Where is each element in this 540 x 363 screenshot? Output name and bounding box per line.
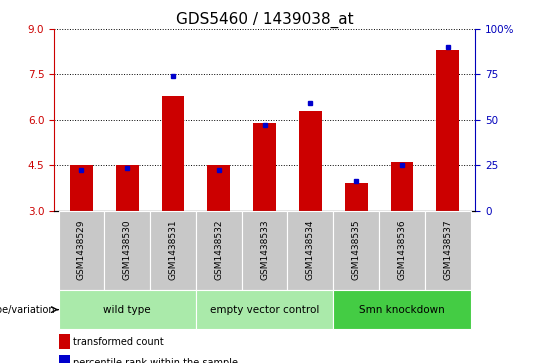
Bar xyxy=(345,183,368,211)
Text: Smn knockdown: Smn knockdown xyxy=(359,305,445,315)
Title: GDS5460 / 1439038_at: GDS5460 / 1439038_at xyxy=(176,12,353,28)
Bar xyxy=(299,111,322,211)
Text: GSM1438533: GSM1438533 xyxy=(260,220,269,281)
Text: GSM1438531: GSM1438531 xyxy=(168,220,178,281)
Text: genotype/variation: genotype/variation xyxy=(0,305,55,315)
Bar xyxy=(58,211,104,290)
Text: wild type: wild type xyxy=(104,305,151,315)
Bar xyxy=(104,211,150,290)
Text: GSM1438530: GSM1438530 xyxy=(123,220,132,281)
Text: GSM1438536: GSM1438536 xyxy=(397,220,407,281)
Text: GSM1438535: GSM1438535 xyxy=(352,220,361,281)
Bar xyxy=(196,290,333,330)
Bar xyxy=(379,211,425,290)
Bar xyxy=(70,165,93,211)
Bar xyxy=(390,162,414,211)
Bar xyxy=(253,123,276,211)
Text: transformed count: transformed count xyxy=(73,337,164,347)
Text: GSM1438534: GSM1438534 xyxy=(306,220,315,281)
Bar xyxy=(58,334,70,349)
Bar xyxy=(242,211,287,290)
Bar xyxy=(116,165,139,211)
Text: empty vector control: empty vector control xyxy=(210,305,319,315)
Bar xyxy=(161,95,185,211)
Bar xyxy=(207,165,230,211)
Text: GSM1438529: GSM1438529 xyxy=(77,220,86,281)
Bar xyxy=(58,290,196,330)
Text: percentile rank within the sample: percentile rank within the sample xyxy=(73,358,238,363)
Bar xyxy=(333,290,471,330)
Text: GSM1438537: GSM1438537 xyxy=(443,220,452,281)
Bar xyxy=(436,50,459,211)
Bar xyxy=(287,211,333,290)
Bar xyxy=(425,211,471,290)
Bar xyxy=(150,211,196,290)
Bar xyxy=(196,211,242,290)
Bar xyxy=(58,355,70,363)
Bar xyxy=(333,211,379,290)
Text: GSM1438532: GSM1438532 xyxy=(214,220,224,281)
